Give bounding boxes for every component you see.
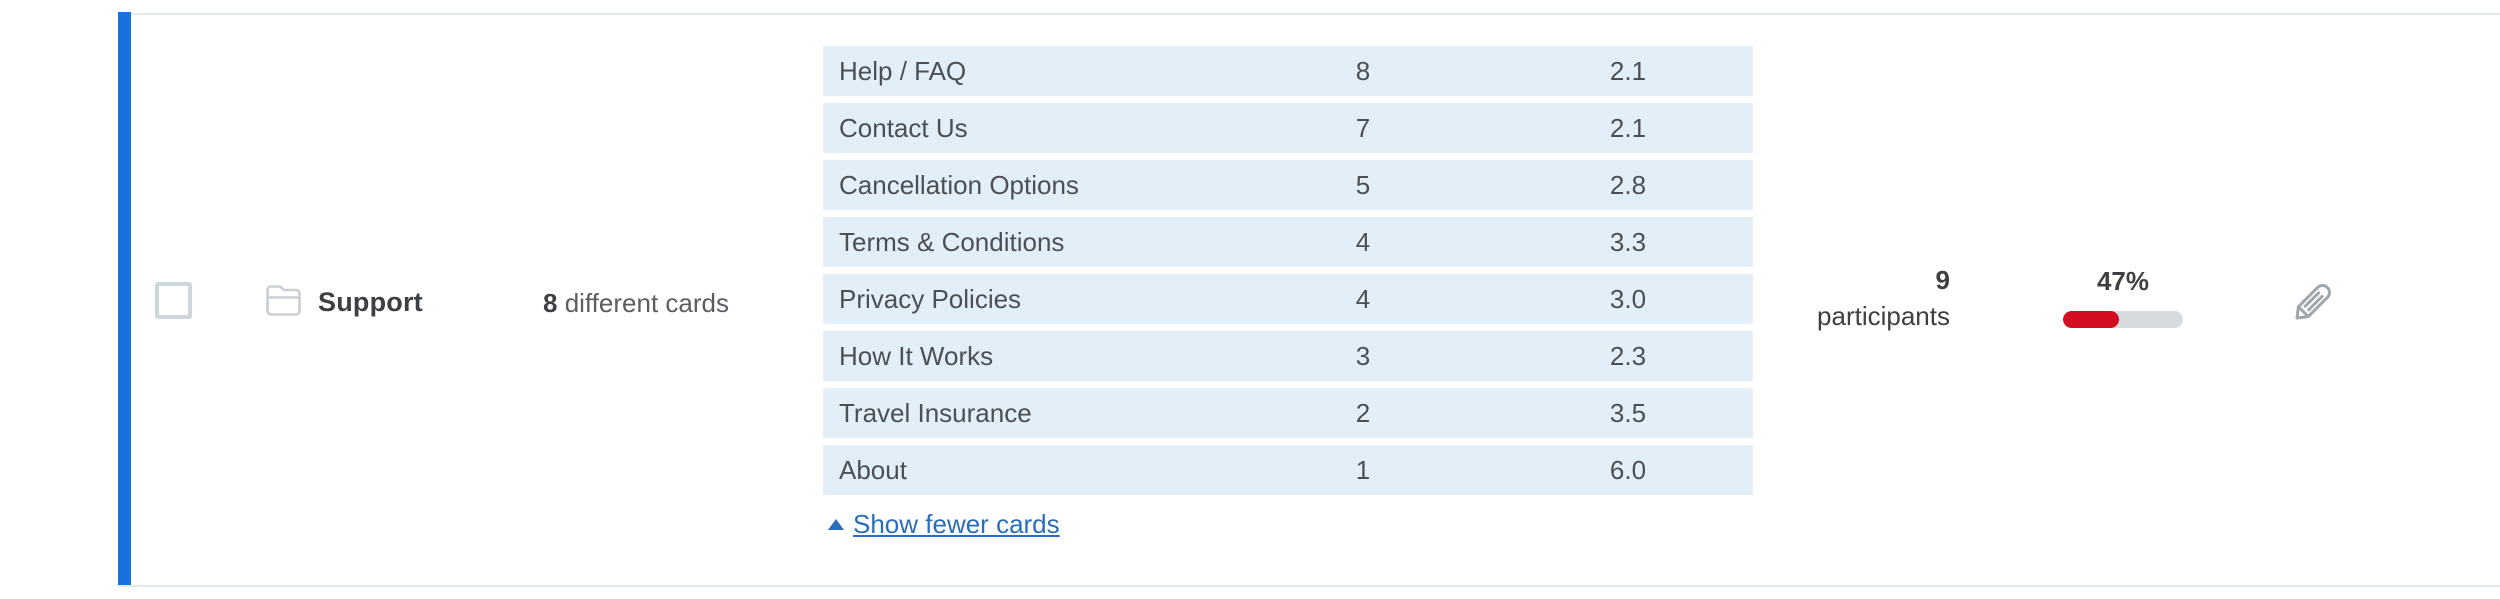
show-fewer-cards-label: Show fewer cards [853, 509, 1060, 539]
agreement-progress-bar [2063, 311, 2183, 328]
row-bottom-divider [118, 585, 2500, 587]
card-avg-position: 3.3 [1609, 226, 1647, 257]
card-table-row: Privacy Policies 4 3.0 [823, 274, 1753, 324]
card-label: About [839, 454, 907, 485]
card-frequency: 7 [1355, 112, 1371, 143]
card-table-row: Contact Us 7 2.1 [823, 103, 1753, 153]
card-frequency: 8 [1355, 55, 1371, 86]
card-frequency: 2 [1355, 397, 1371, 428]
cards-table: Help / FAQ 8 2.1 Contact Us 7 2.1 Cancel… [823, 46, 1753, 502]
card-label: Travel Insurance [839, 397, 1032, 428]
participants-cell: 9 participants [1698, 262, 1950, 334]
participants-label: participants [1817, 301, 1950, 331]
show-fewer-cards-link[interactable]: Show fewer cards [828, 509, 1060, 540]
chevron-up-icon [828, 519, 844, 530]
agreement-cell: 47% [2042, 266, 2204, 328]
row-checkbox[interactable] [155, 282, 192, 319]
row-accent-bar [118, 12, 131, 587]
card-table-row: Help / FAQ 8 2.1 [823, 46, 1753, 96]
card-avg-position: 6.0 [1609, 454, 1647, 485]
agreement-percent-label: 47% [2096, 266, 2150, 296]
card-table-row: Travel Insurance 2 3.5 [823, 388, 1753, 438]
card-label: Privacy Policies [839, 283, 1022, 314]
cards-count-summary: 8 different cards [543, 288, 729, 319]
card-frequency: 3 [1355, 340, 1371, 371]
edit-pencil-icon[interactable] [2292, 282, 2342, 333]
category-name: Support [318, 287, 423, 317]
cards-count-number: 8 [543, 288, 558, 318]
folder-icon [265, 284, 302, 322]
card-avg-position: 3.0 [1609, 283, 1647, 314]
card-avg-position: 3.5 [1609, 397, 1647, 428]
card-frequency: 5 [1355, 169, 1371, 200]
participants-count: 9 [1935, 265, 1950, 295]
card-table-row: Terms & Conditions 4 3.3 [823, 217, 1753, 267]
card-frequency: 4 [1355, 283, 1371, 314]
card-avg-position: 2.8 [1609, 169, 1647, 200]
card-table-row: About 1 6.0 [823, 445, 1753, 495]
card-label: Cancellation Options [839, 169, 1079, 200]
card-avg-position: 2.3 [1609, 340, 1647, 371]
card-frequency: 1 [1355, 454, 1371, 485]
card-table-row: Cancellation Options 5 2.8 [823, 160, 1753, 210]
row-top-divider [118, 13, 2500, 15]
card-label: Contact Us [839, 112, 968, 143]
card-table-row: How It Works 3 2.3 [823, 331, 1753, 381]
card-label: Help / FAQ [839, 55, 967, 86]
cards-count-label: different cards [557, 288, 729, 318]
card-label: Terms & Conditions [839, 226, 1065, 257]
card-avg-position: 2.1 [1609, 112, 1647, 143]
agreement-progress-fill [2063, 311, 2120, 328]
card-label: How It Works [839, 340, 994, 371]
card-avg-position: 2.1 [1609, 55, 1647, 86]
card-frequency: 4 [1355, 226, 1371, 257]
